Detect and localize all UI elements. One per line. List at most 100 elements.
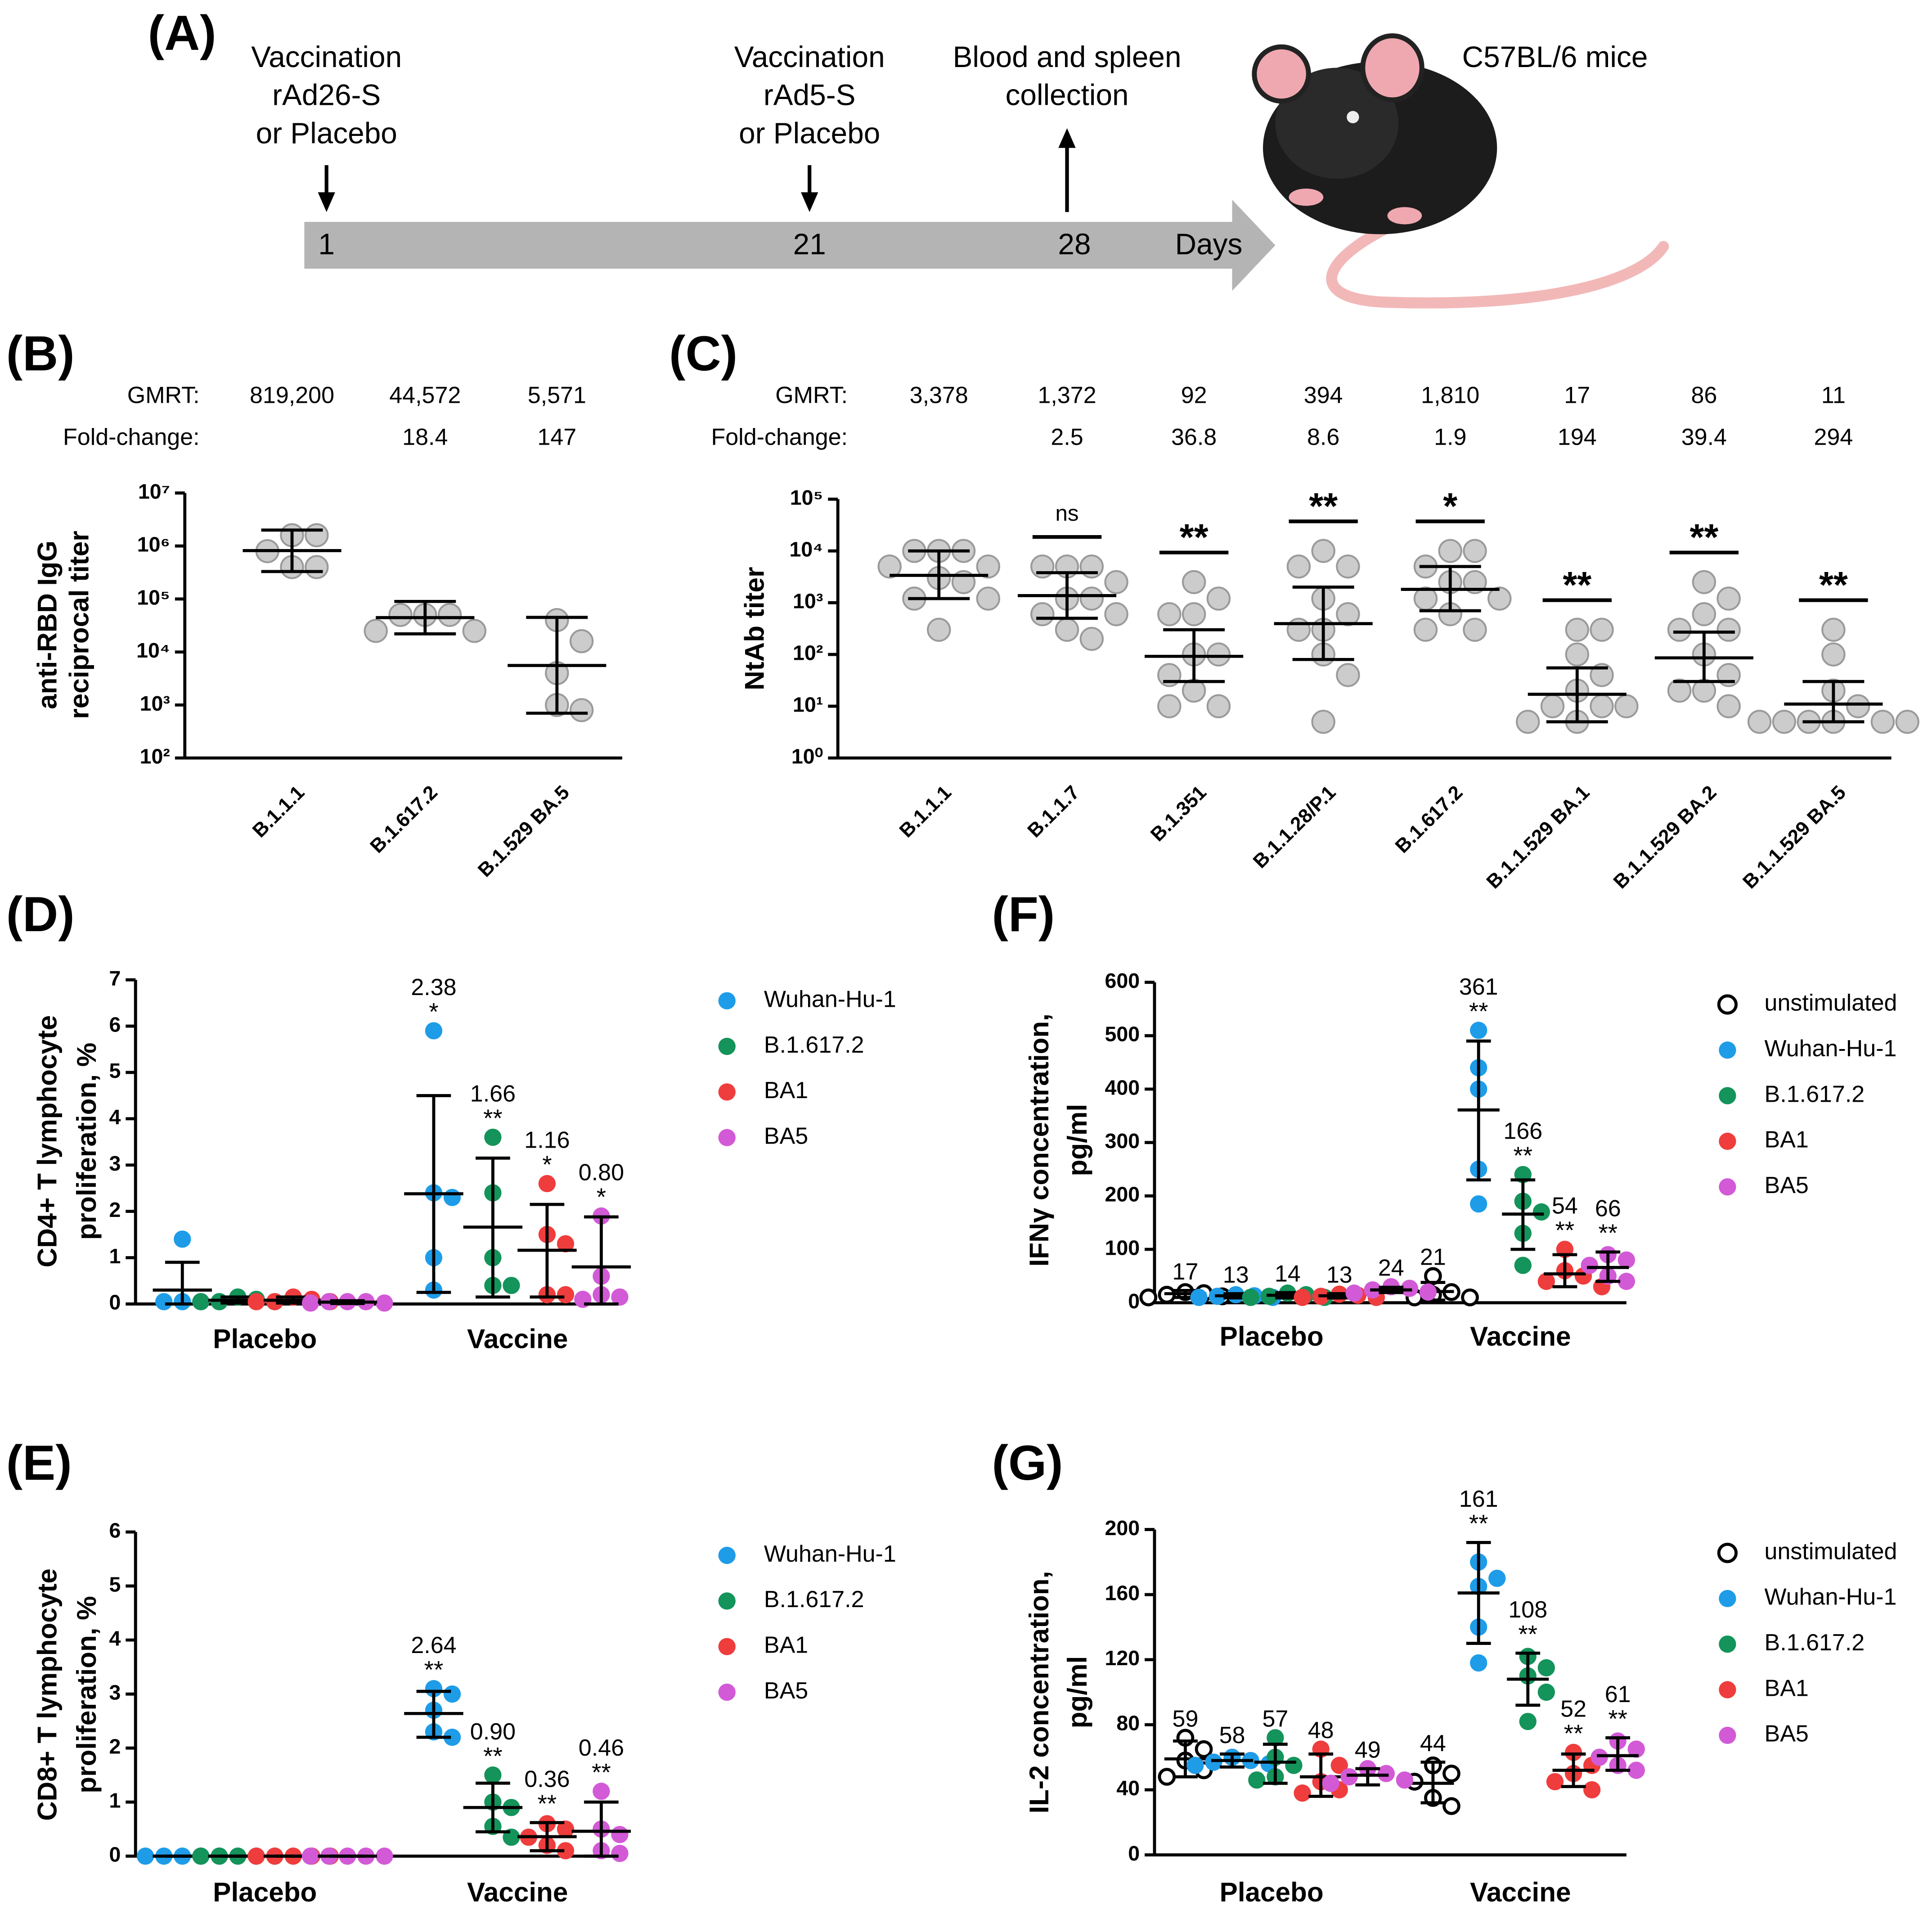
significance-label: * — [597, 1183, 606, 1211]
x-tick-label: B.1.1.529 BA.1 — [1482, 781, 1594, 893]
legend-label: Wuhan-Hu-1 — [1765, 1036, 1897, 1062]
legend-marker — [718, 1683, 736, 1701]
animal-label: C57BL/6 mice — [1462, 41, 1648, 73]
row-label: Fold-change: — [63, 424, 200, 450]
data-point — [1157, 694, 1182, 718]
panel-label: (A) — [148, 6, 216, 61]
significance-label: ** — [1563, 565, 1591, 606]
gmrt-label: 3,378 — [910, 383, 968, 409]
significance-label: ** — [1469, 1509, 1488, 1537]
data-point — [557, 1820, 575, 1838]
y-tick-label: 10⁴ — [790, 537, 823, 561]
data-point — [1590, 694, 1614, 718]
mouse-illustration — [1252, 33, 1669, 309]
data-point — [1186, 1757, 1204, 1774]
value-label: 361 — [1459, 974, 1498, 1000]
value-label: 13 — [1223, 1262, 1249, 1288]
legend-label: B.1.617.2 — [764, 1032, 864, 1058]
fold-change-label: 2.5 — [1051, 424, 1083, 450]
data-point — [1336, 663, 1360, 687]
gmrt-label: 1,810 — [1421, 383, 1479, 409]
panel-label: (E) — [6, 1436, 72, 1491]
significance-label: ** — [1598, 1219, 1617, 1247]
data-point — [1519, 1712, 1537, 1730]
legend-label: BA1 — [764, 1077, 808, 1104]
legend-label: Wuhan-Hu-1 — [764, 986, 896, 1012]
data-point — [1206, 642, 1231, 667]
data-point — [1565, 642, 1590, 667]
data-point — [192, 1293, 210, 1311]
y-tick-label: 10² — [793, 641, 823, 665]
legend-marker — [1719, 1087, 1736, 1104]
event-text: collection — [1006, 79, 1129, 112]
panel-label: (F) — [992, 887, 1055, 942]
legend-label: BA5 — [764, 1678, 808, 1704]
legend-label: BA1 — [764, 1632, 808, 1658]
value-label: 0.90 — [470, 1719, 516, 1745]
data-point — [484, 1766, 502, 1784]
data-point — [1401, 1279, 1419, 1297]
legend-label: B.1.617.2 — [764, 1586, 864, 1613]
data-point — [1030, 554, 1055, 579]
data-point — [1590, 663, 1614, 687]
data-point — [1617, 1251, 1635, 1269]
panel-label: (G) — [992, 1436, 1063, 1491]
row-label: Fold-change: — [711, 424, 848, 450]
y-tick-label: 600 — [1105, 969, 1140, 992]
data-point — [611, 1845, 629, 1862]
day-label: 21 — [793, 228, 826, 261]
data-point — [364, 619, 388, 643]
significance-label: ** — [538, 1789, 557, 1817]
significance-label: ** — [1518, 1620, 1537, 1648]
data-point — [1590, 617, 1614, 642]
x-tick-label: B.1.1.7 — [1023, 781, 1084, 842]
significance-label: ** — [1513, 1141, 1532, 1169]
data-point — [1488, 1569, 1506, 1587]
data-point — [443, 1189, 461, 1206]
data-point — [1564, 1743, 1582, 1761]
data-point — [247, 1847, 265, 1865]
data-point — [1104, 570, 1128, 595]
y-tick-label: 5 — [109, 1059, 121, 1082]
legend-marker — [1719, 1041, 1736, 1059]
y-tick-label: 120 — [1105, 1646, 1140, 1670]
fold-change-label: 36.8 — [1171, 424, 1217, 450]
data-point — [976, 586, 1000, 611]
timeline-band — [304, 199, 1276, 291]
data-point — [1438, 539, 1462, 563]
y-tick-label: 1 — [109, 1244, 121, 1268]
data-point — [1158, 1768, 1176, 1786]
significance-label: ** — [1180, 517, 1209, 558]
legend-marker — [1717, 1543, 1738, 1563]
data-point — [1614, 694, 1639, 718]
legend-marker — [1719, 1681, 1736, 1698]
data-point — [1285, 1757, 1303, 1774]
value-label: 2.64 — [411, 1632, 456, 1658]
data-point — [301, 1294, 319, 1312]
data-point — [1617, 1273, 1635, 1290]
y-axis-title: CD4+ T lymphocyte — [31, 1015, 62, 1268]
data-point — [569, 698, 594, 722]
y-tick-label: 1 — [109, 1789, 121, 1812]
fold-change-label: 8.6 — [1307, 424, 1339, 450]
data-point — [1591, 1748, 1608, 1766]
data-point — [1532, 1203, 1550, 1221]
data-point — [1195, 1740, 1213, 1758]
value-label: 24 — [1378, 1255, 1404, 1281]
y-tick-label: 0 — [1128, 1842, 1140, 1865]
y-tick-label: 0 — [109, 1843, 121, 1866]
y-tick-label: 3 — [109, 1680, 121, 1704]
y-axis-title: IL-2 concentration, — [1024, 1571, 1054, 1814]
category-label: Placebo — [213, 1877, 317, 1907]
data-point — [1330, 1757, 1348, 1774]
y-tick-label: 10⁴ — [136, 639, 170, 662]
significance-label: ** — [1309, 486, 1338, 527]
y-tick-label: 80 — [1116, 1712, 1140, 1735]
event-text: or Placebo — [256, 117, 397, 150]
data-point — [1294, 1784, 1311, 1802]
event-text: or Placebo — [739, 117, 880, 150]
data-point — [1514, 1257, 1532, 1274]
data-point — [1821, 617, 1846, 642]
data-point — [503, 1277, 520, 1294]
y-tick-label: 5 — [109, 1572, 121, 1596]
